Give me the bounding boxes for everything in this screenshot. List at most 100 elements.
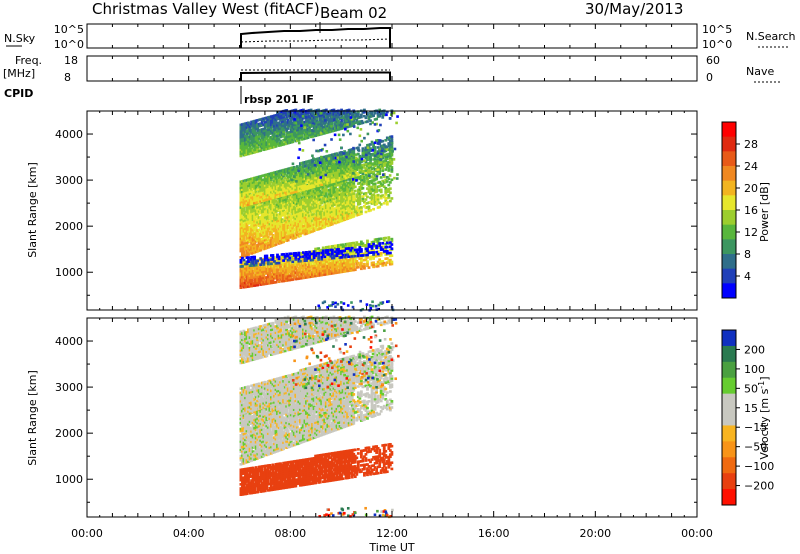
range-cell bbox=[247, 194, 250, 198]
range-cell bbox=[286, 121, 290, 124]
range-cell bbox=[298, 115, 302, 119]
range-cell bbox=[343, 170, 346, 174]
range-cell bbox=[305, 175, 308, 178]
range-cell bbox=[266, 132, 270, 136]
range-cell bbox=[318, 210, 322, 214]
range-cell bbox=[367, 162, 371, 165]
range-cell bbox=[297, 210, 301, 213]
range-cell bbox=[346, 163, 350, 167]
range-cell bbox=[332, 211, 336, 215]
range-cell bbox=[251, 122, 255, 125]
range-cell bbox=[295, 181, 299, 185]
range-cell bbox=[288, 181, 292, 185]
range-cell bbox=[244, 181, 247, 184]
range-cell bbox=[355, 241, 359, 244]
range-cell bbox=[349, 171, 353, 174]
range-cell bbox=[320, 222, 324, 226]
range-cell bbox=[356, 190, 360, 194]
range-cell bbox=[292, 184, 296, 188]
range-cell bbox=[359, 242, 363, 246]
range-cell bbox=[359, 191, 363, 195]
range-cell bbox=[292, 203, 296, 207]
range-cell bbox=[352, 202, 356, 206]
range-cell bbox=[302, 200, 305, 203]
range-cell bbox=[323, 225, 327, 229]
range-cell bbox=[266, 269, 270, 273]
range-cell bbox=[263, 265, 267, 269]
range-cell bbox=[282, 189, 285, 193]
range-cell bbox=[259, 199, 263, 203]
range-cell bbox=[245, 245, 249, 249]
range-cell bbox=[260, 246, 264, 249]
range-cell bbox=[242, 145, 246, 149]
range-cell bbox=[288, 221, 292, 225]
range-cell bbox=[298, 126, 302, 129]
range-cell bbox=[332, 213, 336, 217]
range-cell bbox=[265, 141, 269, 144]
range-cell bbox=[242, 187, 246, 191]
range-cell bbox=[305, 170, 308, 174]
range-cell bbox=[259, 134, 263, 138]
range-cell bbox=[286, 199, 290, 203]
range-cell bbox=[271, 240, 275, 243]
range-cell bbox=[303, 191, 307, 194]
range-cell bbox=[291, 206, 295, 209]
range-cell bbox=[382, 236, 386, 240]
range-cell bbox=[347, 163, 351, 167]
range-cell bbox=[298, 264, 302, 268]
range-cell bbox=[292, 195, 296, 198]
range-cell bbox=[346, 192, 350, 196]
range-cell bbox=[282, 209, 285, 213]
range-cell bbox=[260, 272, 264, 276]
range-cell bbox=[253, 246, 257, 250]
range-cell bbox=[283, 200, 287, 204]
range-cell bbox=[251, 226, 255, 230]
range-cell bbox=[337, 166, 340, 169]
range-cell bbox=[266, 212, 270, 216]
range-cell bbox=[317, 274, 321, 277]
range-cell bbox=[309, 177, 313, 181]
range-cell bbox=[315, 201, 319, 205]
range-cell bbox=[326, 179, 330, 183]
range-cell bbox=[242, 223, 246, 227]
range-cell bbox=[321, 188, 325, 192]
range-cell bbox=[239, 138, 243, 141]
range-cell bbox=[349, 167, 353, 170]
range-cell bbox=[254, 146, 258, 149]
range-cell bbox=[241, 209, 244, 213]
range-cell bbox=[315, 174, 319, 177]
range-cell bbox=[263, 203, 267, 207]
range-cell bbox=[305, 230, 308, 233]
range-cell bbox=[265, 179, 269, 183]
range-cell bbox=[245, 268, 249, 272]
range-cell bbox=[294, 223, 298, 227]
range-cell bbox=[286, 141, 290, 145]
range-cell bbox=[270, 207, 273, 211]
range-cell bbox=[292, 257, 296, 260]
range-cell bbox=[305, 185, 308, 189]
range-cell bbox=[302, 266, 305, 269]
range-cell bbox=[286, 213, 290, 217]
range-cell bbox=[298, 136, 302, 140]
range-cell bbox=[248, 150, 252, 153]
range-cell bbox=[251, 274, 255, 277]
range-cell bbox=[323, 213, 327, 216]
range-cell bbox=[327, 211, 331, 215]
range-cell bbox=[323, 209, 327, 212]
range-cell bbox=[308, 204, 311, 207]
range-cell bbox=[239, 184, 243, 188]
range-cell bbox=[270, 140, 273, 143]
range-cell bbox=[306, 170, 310, 174]
range-cell bbox=[352, 200, 356, 204]
range-cell bbox=[285, 142, 289, 145]
range-cell bbox=[387, 144, 391, 147]
range-cell bbox=[331, 218, 334, 222]
range-cell bbox=[280, 116, 284, 120]
range-cell bbox=[276, 230, 279, 233]
range-cell bbox=[257, 205, 261, 209]
range-cell bbox=[327, 196, 331, 200]
range-cell bbox=[292, 190, 296, 194]
range-cell bbox=[366, 162, 369, 166]
range-cell bbox=[341, 192, 345, 195]
range-cell bbox=[366, 201, 369, 205]
